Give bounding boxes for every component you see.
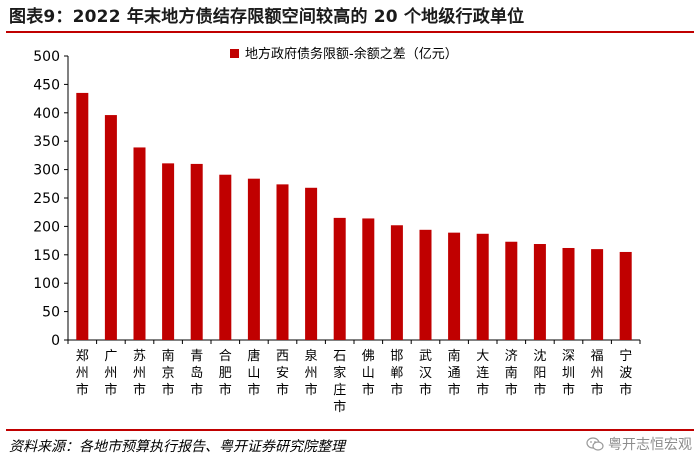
x-tick-label: 济南市 <box>505 349 518 398</box>
bar <box>162 163 175 340</box>
y-tick-label: 0 <box>51 333 60 349</box>
wechat-icon <box>586 437 604 451</box>
x-tick-label: 邯郸市 <box>390 349 403 398</box>
y-tick-label: 100 <box>33 276 60 292</box>
x-tick-label: 苏州市 <box>133 348 146 398</box>
title-divider <box>6 31 694 33</box>
x-tick-label: 合肥市 <box>219 349 232 398</box>
y-tick-label: 350 <box>33 134 60 150</box>
bar <box>276 184 289 340</box>
bar <box>476 233 489 340</box>
bar <box>362 218 375 340</box>
x-tick-label: 武汉市 <box>419 349 432 398</box>
chart-area: 0 50 100 150 200 250 300 350 400 450 500 郑州市 广州市 苏州市 南… <box>0 34 700 424</box>
y-tick-label: 50 <box>42 305 60 321</box>
legend-label: 地方政府债务限额-余额之差（亿元） <box>245 46 458 62</box>
bar <box>505 241 518 340</box>
source-note: 资料来源：各地市预算执行报告、粤开证券研究院整理 <box>9 439 345 455</box>
y-tick-label: 300 <box>33 163 60 179</box>
x-tick-label: 唐山市 <box>247 348 260 398</box>
bar <box>104 115 117 341</box>
bar <box>533 244 546 340</box>
y-tick-label: 500 <box>33 49 60 65</box>
bar <box>562 247 575 340</box>
bar <box>219 174 232 340</box>
bar-chart: 0 50 100 150 200 250 300 350 400 450 500 郑州市 广州市 苏州市 南… <box>33 46 641 415</box>
x-tick-label: 西安市 <box>276 349 289 398</box>
bar <box>305 187 318 340</box>
watermark-text: 粤开志恒宏观 <box>608 437 692 453</box>
bar <box>133 147 146 340</box>
y-tick-label: 250 <box>33 191 60 207</box>
y-tick-label: 200 <box>33 219 60 235</box>
bar <box>419 229 432 340</box>
x-tick-label: 沈阳市 <box>533 349 546 398</box>
chart-title: 图表9：2022 年末地方债结存限额空间较高的 20 个地级行政单位 <box>9 7 525 27</box>
bar <box>619 251 632 340</box>
y-tick-label: 400 <box>33 106 60 122</box>
x-tick-label: 青岛市 <box>190 349 203 398</box>
x-tick-label: 深圳市 <box>562 349 575 398</box>
bar <box>591 249 604 340</box>
x-tick-label: 佛山市 <box>362 349 375 398</box>
bar <box>390 225 403 340</box>
y-tick-label: 450 <box>33 77 60 93</box>
x-tick-label: 郑州市 <box>76 349 89 398</box>
bar <box>247 178 260 340</box>
bar <box>76 92 89 340</box>
footer-divider <box>6 429 694 431</box>
x-tick-label: 广州市 <box>104 349 117 398</box>
bar <box>448 232 461 340</box>
x-tick-label: 石家庄市 <box>333 349 346 415</box>
legend-swatch <box>230 49 239 58</box>
x-tick-label: 南通市 <box>448 348 461 398</box>
y-tick-label: 150 <box>33 248 60 264</box>
x-tick-label: 福州市 <box>591 349 604 398</box>
watermark: 粤开志恒宏观 <box>586 434 692 454</box>
x-tick-label: 宁波市 <box>619 348 632 398</box>
x-tick-label: 泉州市 <box>305 348 318 398</box>
x-tick-label: 南京市 <box>162 348 175 398</box>
bar <box>190 163 203 340</box>
x-tick-label: 大连市 <box>476 349 489 398</box>
bar <box>333 217 346 340</box>
